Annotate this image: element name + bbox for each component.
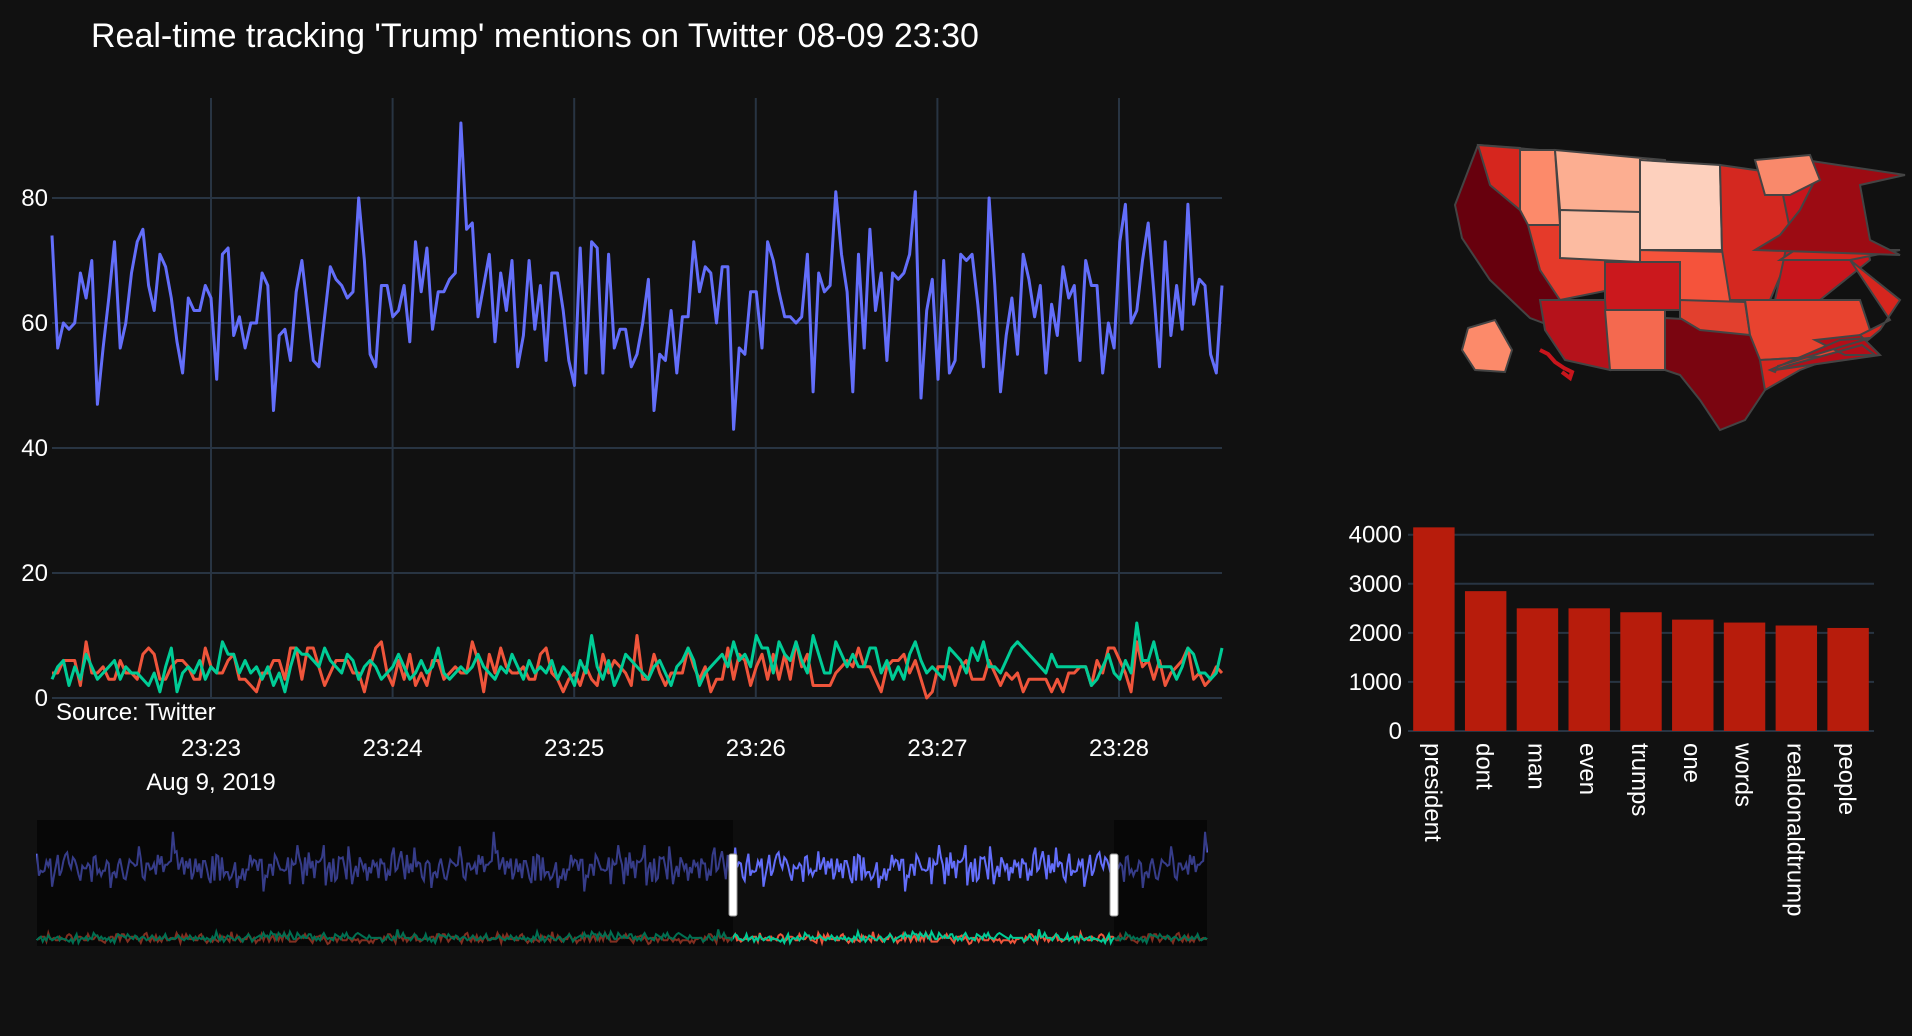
bar-chart-y-tick-label: 0 (1389, 718, 1402, 745)
bar-words (1723, 622, 1766, 731)
bar-chart-x-tick-label: president (1419, 743, 1446, 842)
line-chart-x-tick-label: 23:25 (544, 735, 604, 762)
map-northeast (1751, 158, 1906, 256)
line-chart-x-tick-label: 23:23 (181, 735, 241, 762)
us-choropleth-map[interactable] (1453, 143, 1906, 432)
range-slider-series (36, 831, 1208, 947)
bar-chart-y-tick-label: 3000 (1349, 571, 1402, 598)
range-slider[interactable] (36, 820, 1208, 947)
bar-dont (1464, 591, 1507, 731)
bar-chart-x-tick-label: words (1730, 742, 1757, 807)
map-hawaii (1539, 348, 1575, 382)
bar-trumps (1620, 612, 1662, 731)
bar-realdonaldtrump (1775, 625, 1818, 731)
map-new-mexico (1603, 309, 1666, 371)
line-chart-y-tick-label: 80 (21, 185, 48, 212)
slider-series-2 (36, 928, 1208, 946)
bar-chart-x-tick-label: dont (1471, 743, 1498, 790)
bar-people (1827, 627, 1869, 731)
map-new-england (1753, 153, 1822, 196)
line-series-2 (50, 621, 1224, 694)
bar-chart-y-tick-label: 1000 (1349, 669, 1402, 696)
bar-chart-x-tick-label: man (1522, 743, 1549, 790)
range-slider-mask-right (1114, 820, 1207, 946)
line-chart-y-tick-label: 20 (21, 560, 48, 587)
line-chart-x-tick-label: 23:24 (363, 735, 423, 762)
line-chart-y-tick-label: 40 (21, 435, 48, 462)
date-axis-label: Aug 9, 2019 (146, 769, 275, 796)
mentions-line-chart: 0 20 40 60 80 23:23 23:24 23:25 23:26 23:27 23:28… (21, 98, 1224, 796)
dashboard-title: Real-time tracking 'Trump' mentions on T… (91, 17, 979, 55)
bar-chart-x-tick-label: people (1833, 743, 1860, 815)
line-series-0 (50, 121, 1224, 431)
map-alaska (1460, 318, 1514, 374)
line-chart-x-tick-label: 23:28 (1089, 735, 1149, 762)
bar-chart-x-tick-label: realdonaldtrump (1781, 743, 1808, 916)
bar-chart-x-tick-label: even (1574, 743, 1601, 795)
map-dakotas (1639, 158, 1724, 251)
range-slider-left-handle[interactable] (728, 853, 738, 917)
line-chart-x-tick-label: 23:27 (907, 735, 967, 762)
bar-chart-x-tick-label: one (1678, 743, 1705, 783)
source-annotation: Source: Twitter (56, 699, 216, 726)
line-series-1 (52, 634, 1224, 700)
map-idaho (1519, 149, 1562, 226)
line-chart-y-tick-label: 60 (21, 310, 48, 337)
map-arizona (1538, 299, 1612, 372)
bar-chart-y-tick-label: 2000 (1349, 620, 1402, 647)
bar-chart-y-tick-label: 4000 (1349, 522, 1402, 549)
range-slider-right-handle[interactable] (1109, 853, 1119, 917)
bar-one (1672, 619, 1714, 731)
map-florida-peninsula (1767, 337, 1871, 374)
bar-chart-y-ticks: 0 1000 2000 3000 4000 (1349, 522, 1402, 745)
bar-even (1568, 608, 1610, 731)
bar-chart-bars (1413, 527, 1869, 731)
map-colorado (1604, 261, 1681, 311)
top-words-bar-chart: 0 1000 2000 3000 4000 president dont man even tr… (1349, 522, 1874, 916)
slider-series-0 (36, 831, 1208, 892)
bar-president (1413, 527, 1455, 731)
range-slider-background (37, 820, 1207, 946)
line-chart-series (50, 121, 1224, 700)
bar-man (1516, 608, 1559, 731)
bar-chart-x-tick-label: trumps (1626, 743, 1653, 816)
bar-chart-x-ticks: president dont man even trumps one words realdo… (1419, 742, 1860, 916)
range-slider-mask-left (37, 820, 733, 946)
line-chart-grid (52, 98, 1222, 699)
map-oklahoma (1679, 298, 1752, 337)
line-chart-x-ticks: 23:23 23:24 23:25 23:26 23:27 23:28 (181, 735, 1149, 762)
line-chart-x-tick-label: 23:26 (726, 735, 786, 762)
line-chart-y-ticks: 0 20 40 60 80 (21, 185, 48, 712)
map-wyoming (1559, 208, 1641, 264)
line-chart-y-tick-label: 0 (35, 685, 48, 712)
